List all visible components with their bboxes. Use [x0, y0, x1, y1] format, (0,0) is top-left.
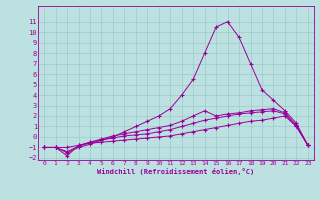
- X-axis label: Windchill (Refroidissement éolien,°C): Windchill (Refroidissement éolien,°C): [97, 168, 255, 175]
